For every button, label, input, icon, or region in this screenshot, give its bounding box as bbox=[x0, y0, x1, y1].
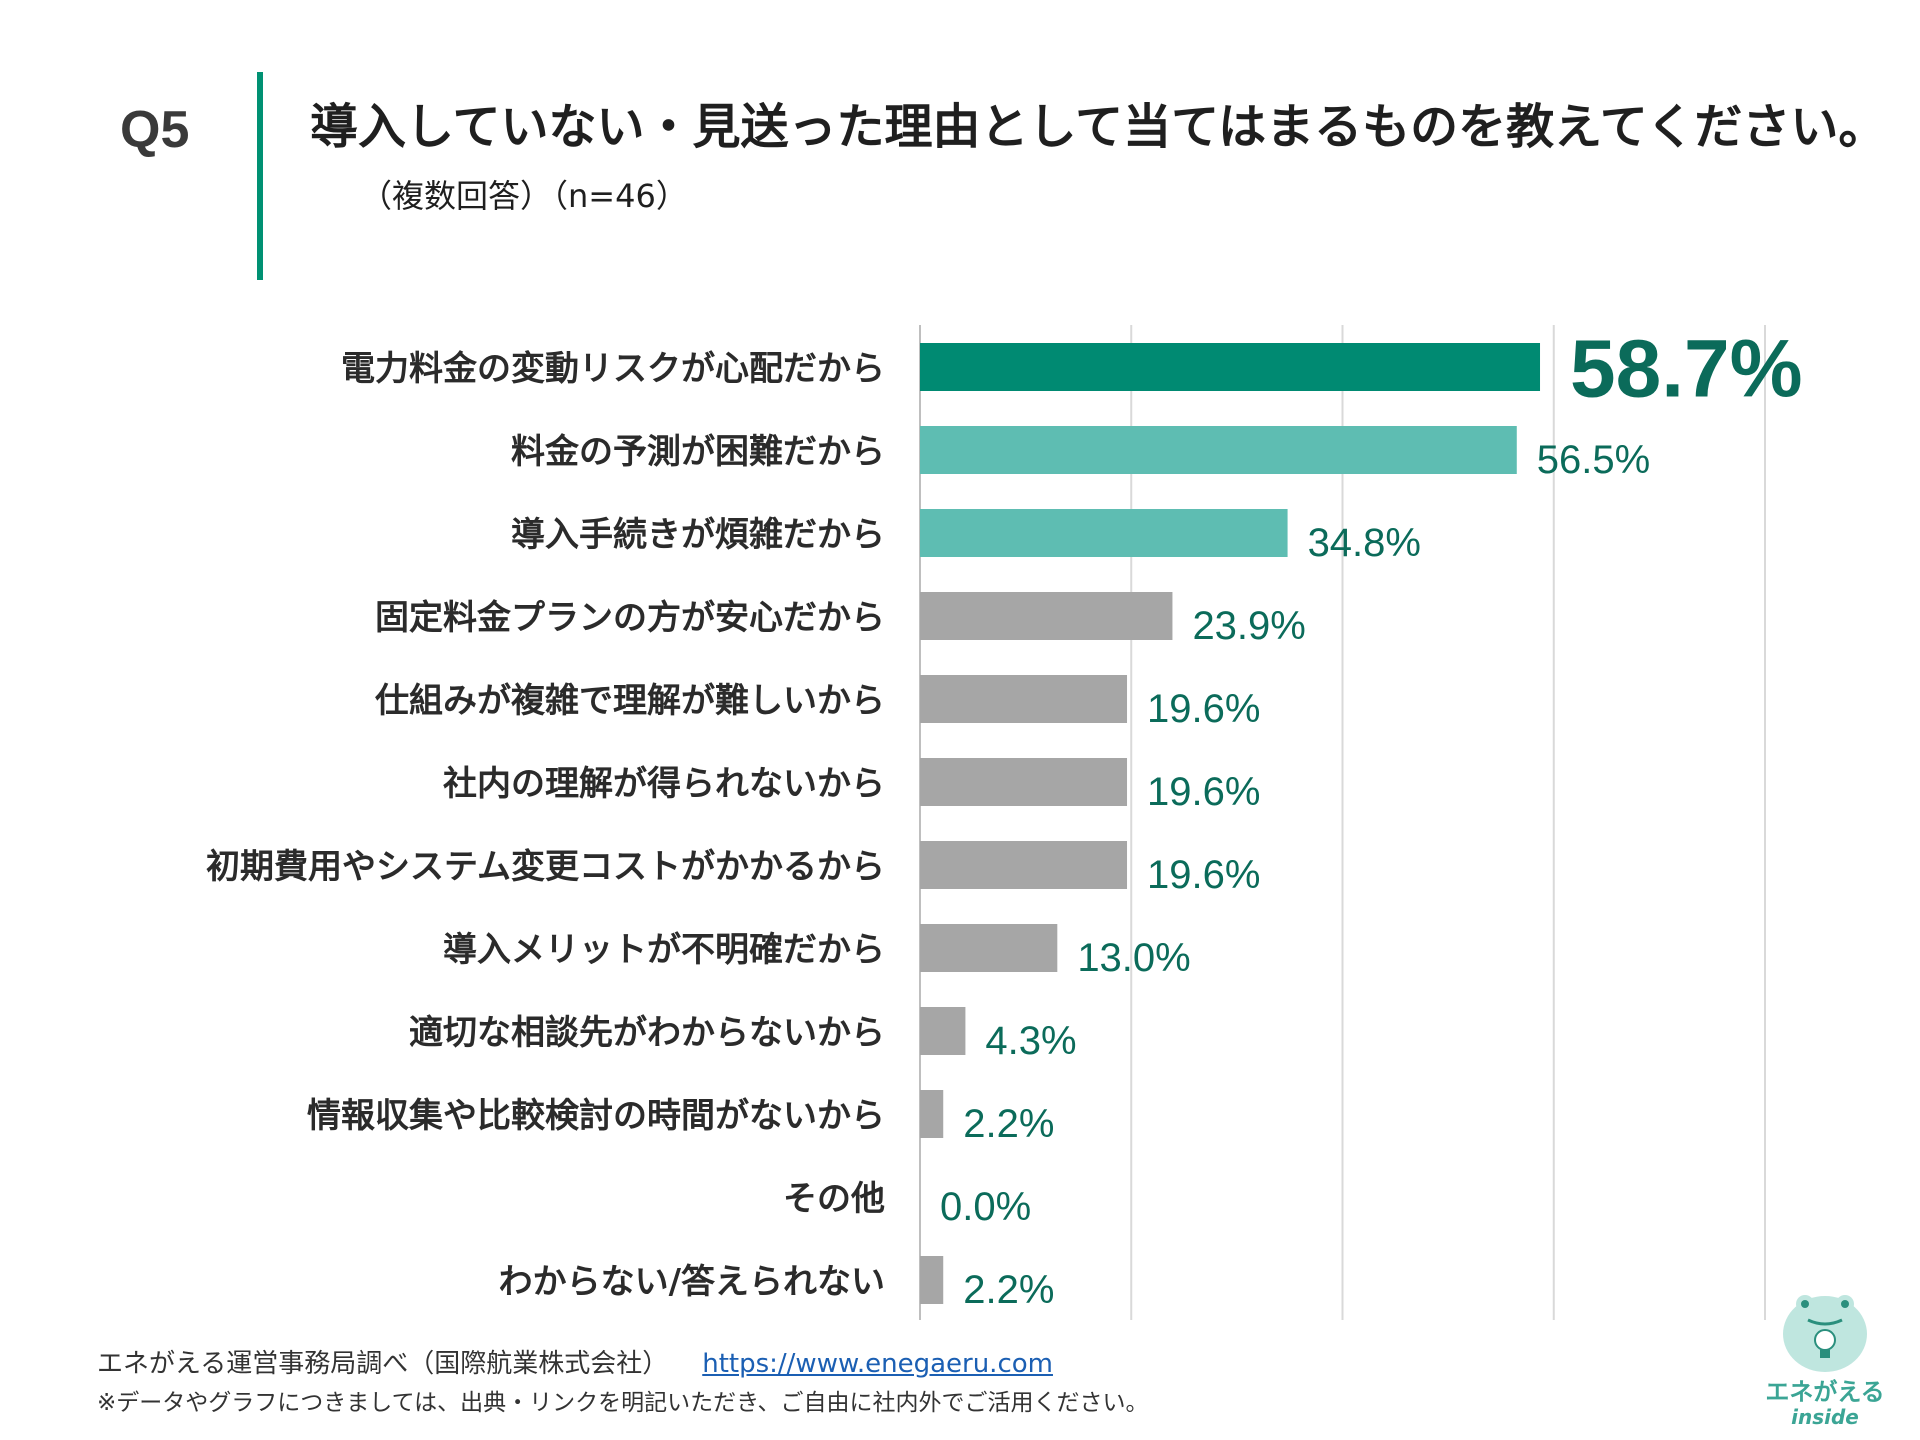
bar-8 bbox=[920, 1007, 966, 1055]
bar-7 bbox=[920, 924, 1058, 972]
bar-1 bbox=[920, 426, 1517, 474]
value-labels: 58.7% 56.5% 34.8%23.9% 19.6% 19.6% 19.6% 13.0%… bbox=[940, 324, 1803, 1313]
value-label: 19.6% bbox=[1147, 853, 1260, 897]
value-label: 34.8% bbox=[1308, 521, 1421, 565]
category-label: 適切な相談先がわからないから bbox=[409, 1013, 885, 1053]
value-label: 2.2% bbox=[963, 1102, 1054, 1146]
logo-subtext: inside bbox=[1791, 1405, 1859, 1429]
enegaeru-logo: エネがえる inside bbox=[1765, 1295, 1885, 1429]
bar-9 bbox=[920, 1090, 944, 1138]
category-label: その他 bbox=[783, 1179, 885, 1219]
category-label: 導入メリットが不明確だから bbox=[443, 930, 885, 970]
question-number: Q5 bbox=[120, 101, 190, 159]
category-label: わからない/答えられない bbox=[499, 1262, 885, 1302]
category-labels: 電力料金の変動リスクが心配だから料金の予測が困難だから導入手続きが煩雑だから固定… bbox=[206, 349, 885, 1302]
source-line: エネがえる運営事務局調べ（国際航業株式会社） https://www.enegae… bbox=[97, 1343, 1053, 1380]
value-label: 13.0% bbox=[1077, 936, 1190, 980]
value-label: 0.0% bbox=[940, 1185, 1031, 1229]
value-label: 19.6% bbox=[1147, 770, 1260, 814]
category-label: 社内の理解が得られないから bbox=[443, 764, 885, 804]
category-label: 仕組みが複雑で理解が難しいから bbox=[375, 681, 885, 721]
bar-4 bbox=[920, 675, 1128, 723]
value-label: 19.6% bbox=[1147, 687, 1260, 731]
category-label: 固定料金プランの方が安心だから bbox=[375, 598, 885, 638]
source-link[interactable]: https://www.enegaeru.com bbox=[702, 1349, 1053, 1379]
category-label: 情報収集や比較検討の時間がないから bbox=[307, 1096, 885, 1136]
value-label: 23.9% bbox=[1192, 604, 1305, 648]
logo-text: エネがえる bbox=[1765, 1378, 1884, 1406]
title-divider bbox=[257, 72, 263, 280]
bar-chart: 電力料金の変動リスクが心配だから料金の予測が困難だから導入手続きが煩雑だから固定… bbox=[206, 324, 1803, 1320]
lightbulb-icon bbox=[1814, 1329, 1836, 1351]
usage-note: ※データやグラフにつきましては、出典・リンクを明記いただき、ご自由に社内外でご活… bbox=[97, 1390, 1149, 1416]
grid-lines bbox=[919, 325, 1766, 1320]
value-label: 56.5% bbox=[1537, 438, 1650, 482]
bar-11 bbox=[920, 1256, 944, 1304]
category-label: 料金の予測が困難だから bbox=[511, 432, 885, 472]
question-text: 導入していない・見送った理由として当てはまるものを教えてください。 bbox=[310, 99, 1887, 155]
value-label: 58.7% bbox=[1570, 324, 1803, 415]
page-title: 導入していない・見送った理由として当てはまるものを教えてください。 （複数回答）（… bbox=[310, 95, 1910, 228]
source-text: エネがえる運営事務局調べ（国際航業株式会社） bbox=[97, 1349, 669, 1379]
bar-6 bbox=[920, 841, 1128, 889]
category-label: 初期費用やシステム変更コストがかかるから bbox=[206, 847, 885, 887]
category-label: 電力料金の変動リスクが心配だから bbox=[341, 349, 885, 389]
bars bbox=[920, 343, 1541, 1304]
category-label: 導入手続きが煩雑だから bbox=[511, 515, 885, 555]
bar-2 bbox=[920, 509, 1288, 557]
bar-5 bbox=[920, 758, 1128, 806]
bar-0 bbox=[920, 343, 1541, 391]
value-label: 2.2% bbox=[963, 1268, 1054, 1312]
bar-3 bbox=[920, 592, 1173, 640]
question-subtitle: （複数回答）（n=46） bbox=[360, 177, 688, 215]
value-label: 4.3% bbox=[985, 1019, 1076, 1063]
